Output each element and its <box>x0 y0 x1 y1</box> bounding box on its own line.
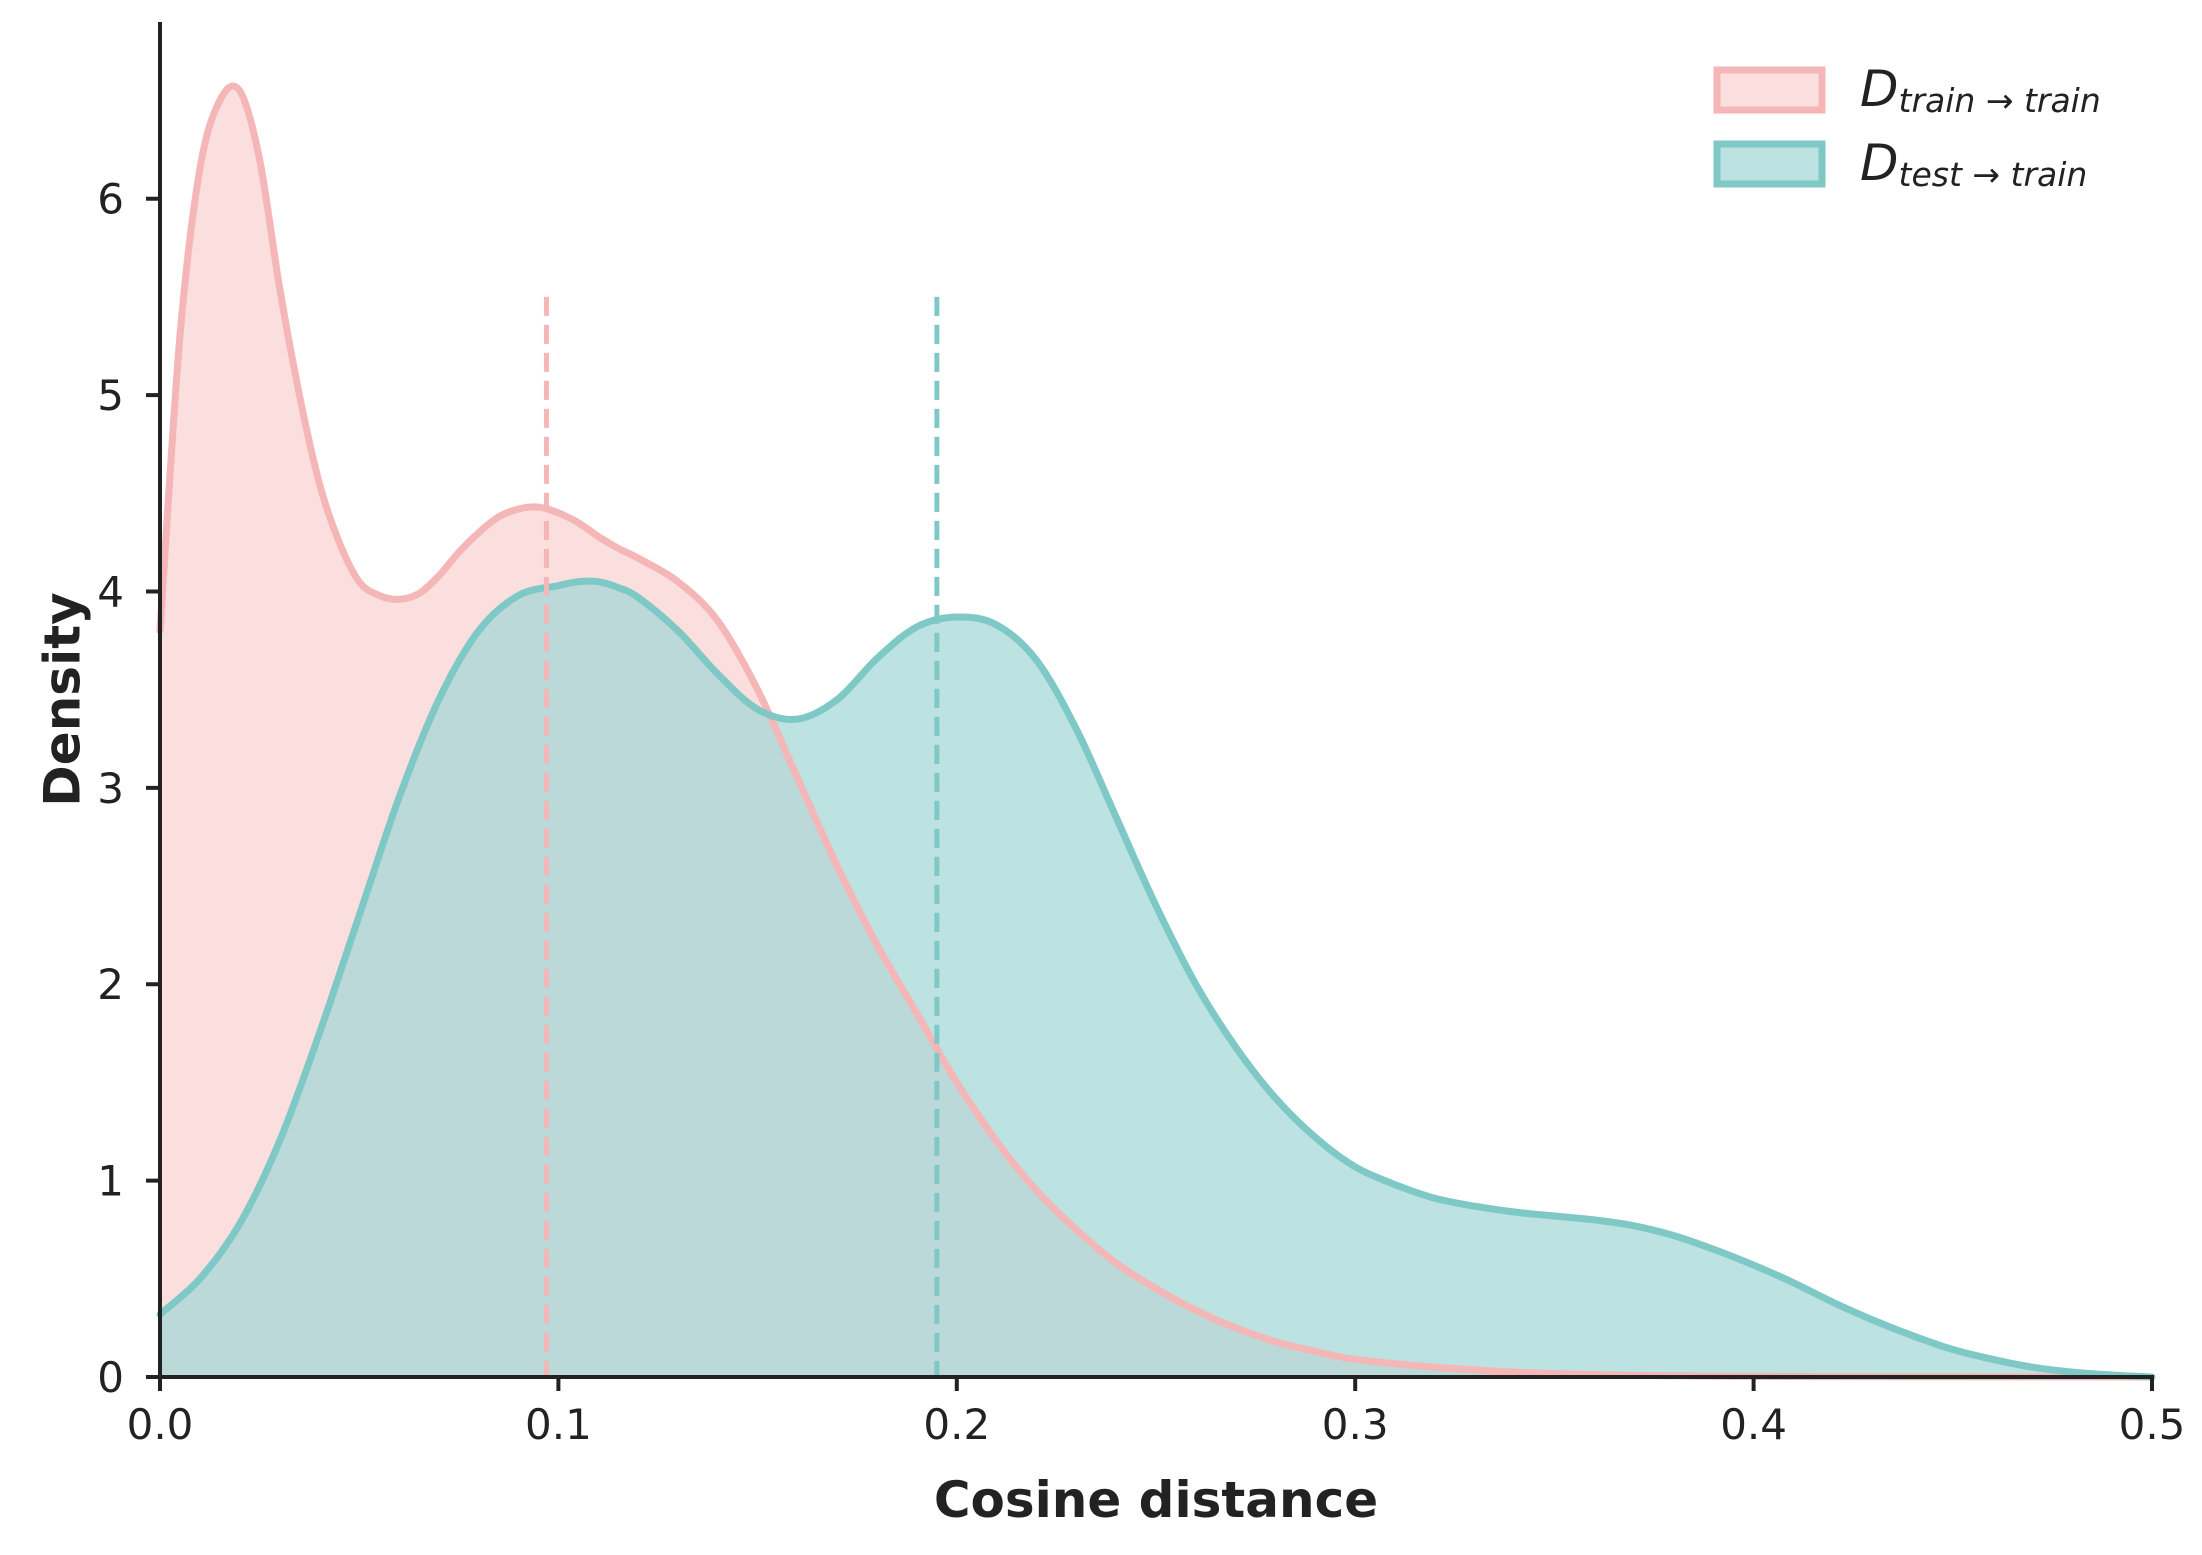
density-line-train-train <box>156 82 2156 1381</box>
x-tick-label: 0.0 <box>127 1400 194 1449</box>
x-tick-label: 0.3 <box>1322 1400 1389 1449</box>
y-ticks: 0 1 2 3 4 5 6 <box>97 175 160 1402</box>
density-fills <box>160 85 2152 1377</box>
y-tick-label: 6 <box>97 175 124 224</box>
x-tick-label: 0.1 <box>525 1400 592 1449</box>
y-tick-label: 3 <box>97 764 124 813</box>
x-axis-title: Cosine distance <box>934 1471 1378 1529</box>
legend-swatch-test-train <box>1713 140 1826 188</box>
density-area-test-train <box>160 581 2152 1377</box>
density-outlines <box>156 82 2156 1381</box>
y-tick-label: 1 <box>97 1157 124 1206</box>
legend: Dtrain → train Dtest → train <box>1713 60 2101 194</box>
x-ticks: 0.0 0.1 0.2 0.3 0.4 0.5 <box>127 1377 2186 1449</box>
y-tick-label: 4 <box>97 567 124 616</box>
x-tick-label: 0.2 <box>923 1400 990 1449</box>
y-tick-label: 0 <box>97 1353 124 1402</box>
y-tick-label: 2 <box>97 960 124 1009</box>
legend-swatch-train-train <box>1713 66 1826 114</box>
y-tick-label: 5 <box>97 371 124 420</box>
legend-label-test-train: Dtest → train <box>1860 134 2087 194</box>
mean-lines <box>543 296 940 1377</box>
density-line-test-train <box>156 577 2156 1381</box>
x-tick-label: 0.4 <box>1720 1400 1787 1449</box>
legend-label-train-train: Dtrain → train <box>1860 60 2101 120</box>
axes <box>158 22 2154 1379</box>
y-axis-title: Density <box>34 592 92 806</box>
x-tick-label: 0.5 <box>2119 1400 2186 1449</box>
